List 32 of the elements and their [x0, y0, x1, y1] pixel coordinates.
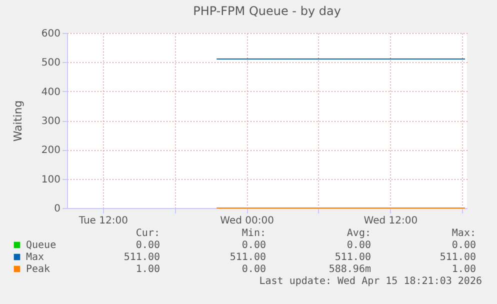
text: Cur:	[136, 228, 160, 239]
legend-label: Max	[26, 252, 44, 263]
y-tick-label: 400	[41, 86, 60, 98]
text: 1.00	[452, 264, 476, 275]
text: Last update: Wed Apr 15 18:21:03 2026	[259, 276, 482, 287]
y-tick-label: 300	[41, 116, 60, 127]
text: 0.00	[346, 240, 371, 251]
text: 511.00	[230, 252, 266, 263]
y-tick-label: 100	[41, 174, 60, 186]
x-tick-label: Wed 00:00	[220, 216, 274, 226]
text: Avg:	[346, 228, 371, 239]
text: 511.00	[440, 252, 476, 263]
text: 511.00	[124, 252, 160, 263]
y-tick-label: 200	[41, 145, 60, 156]
x-tick-label: Wed 12:00	[364, 216, 418, 226]
text: 1.00	[136, 264, 160, 275]
text: 0.00	[242, 240, 266, 251]
y-tick-label: 600	[41, 28, 60, 40]
y-axis-title: Waiting	[11, 100, 24, 142]
legend-label: Queue	[26, 240, 56, 251]
y-tick-label: 0	[54, 204, 60, 214]
x-tick-label: Tue 12:00	[78, 216, 128, 226]
text: 0.00	[452, 240, 476, 251]
y-tick-label: 500	[41, 58, 60, 69]
text: 0.00	[242, 264, 266, 275]
legend-label: Peak	[26, 264, 50, 275]
chart-title: PHP-FPM Queue - by day	[193, 4, 341, 18]
text: 588.96m	[328, 264, 371, 275]
text: Min:	[242, 228, 266, 239]
text: Max:	[452, 228, 476, 239]
text: 0.00	[136, 240, 160, 251]
text: 511.00	[334, 252, 371, 263]
